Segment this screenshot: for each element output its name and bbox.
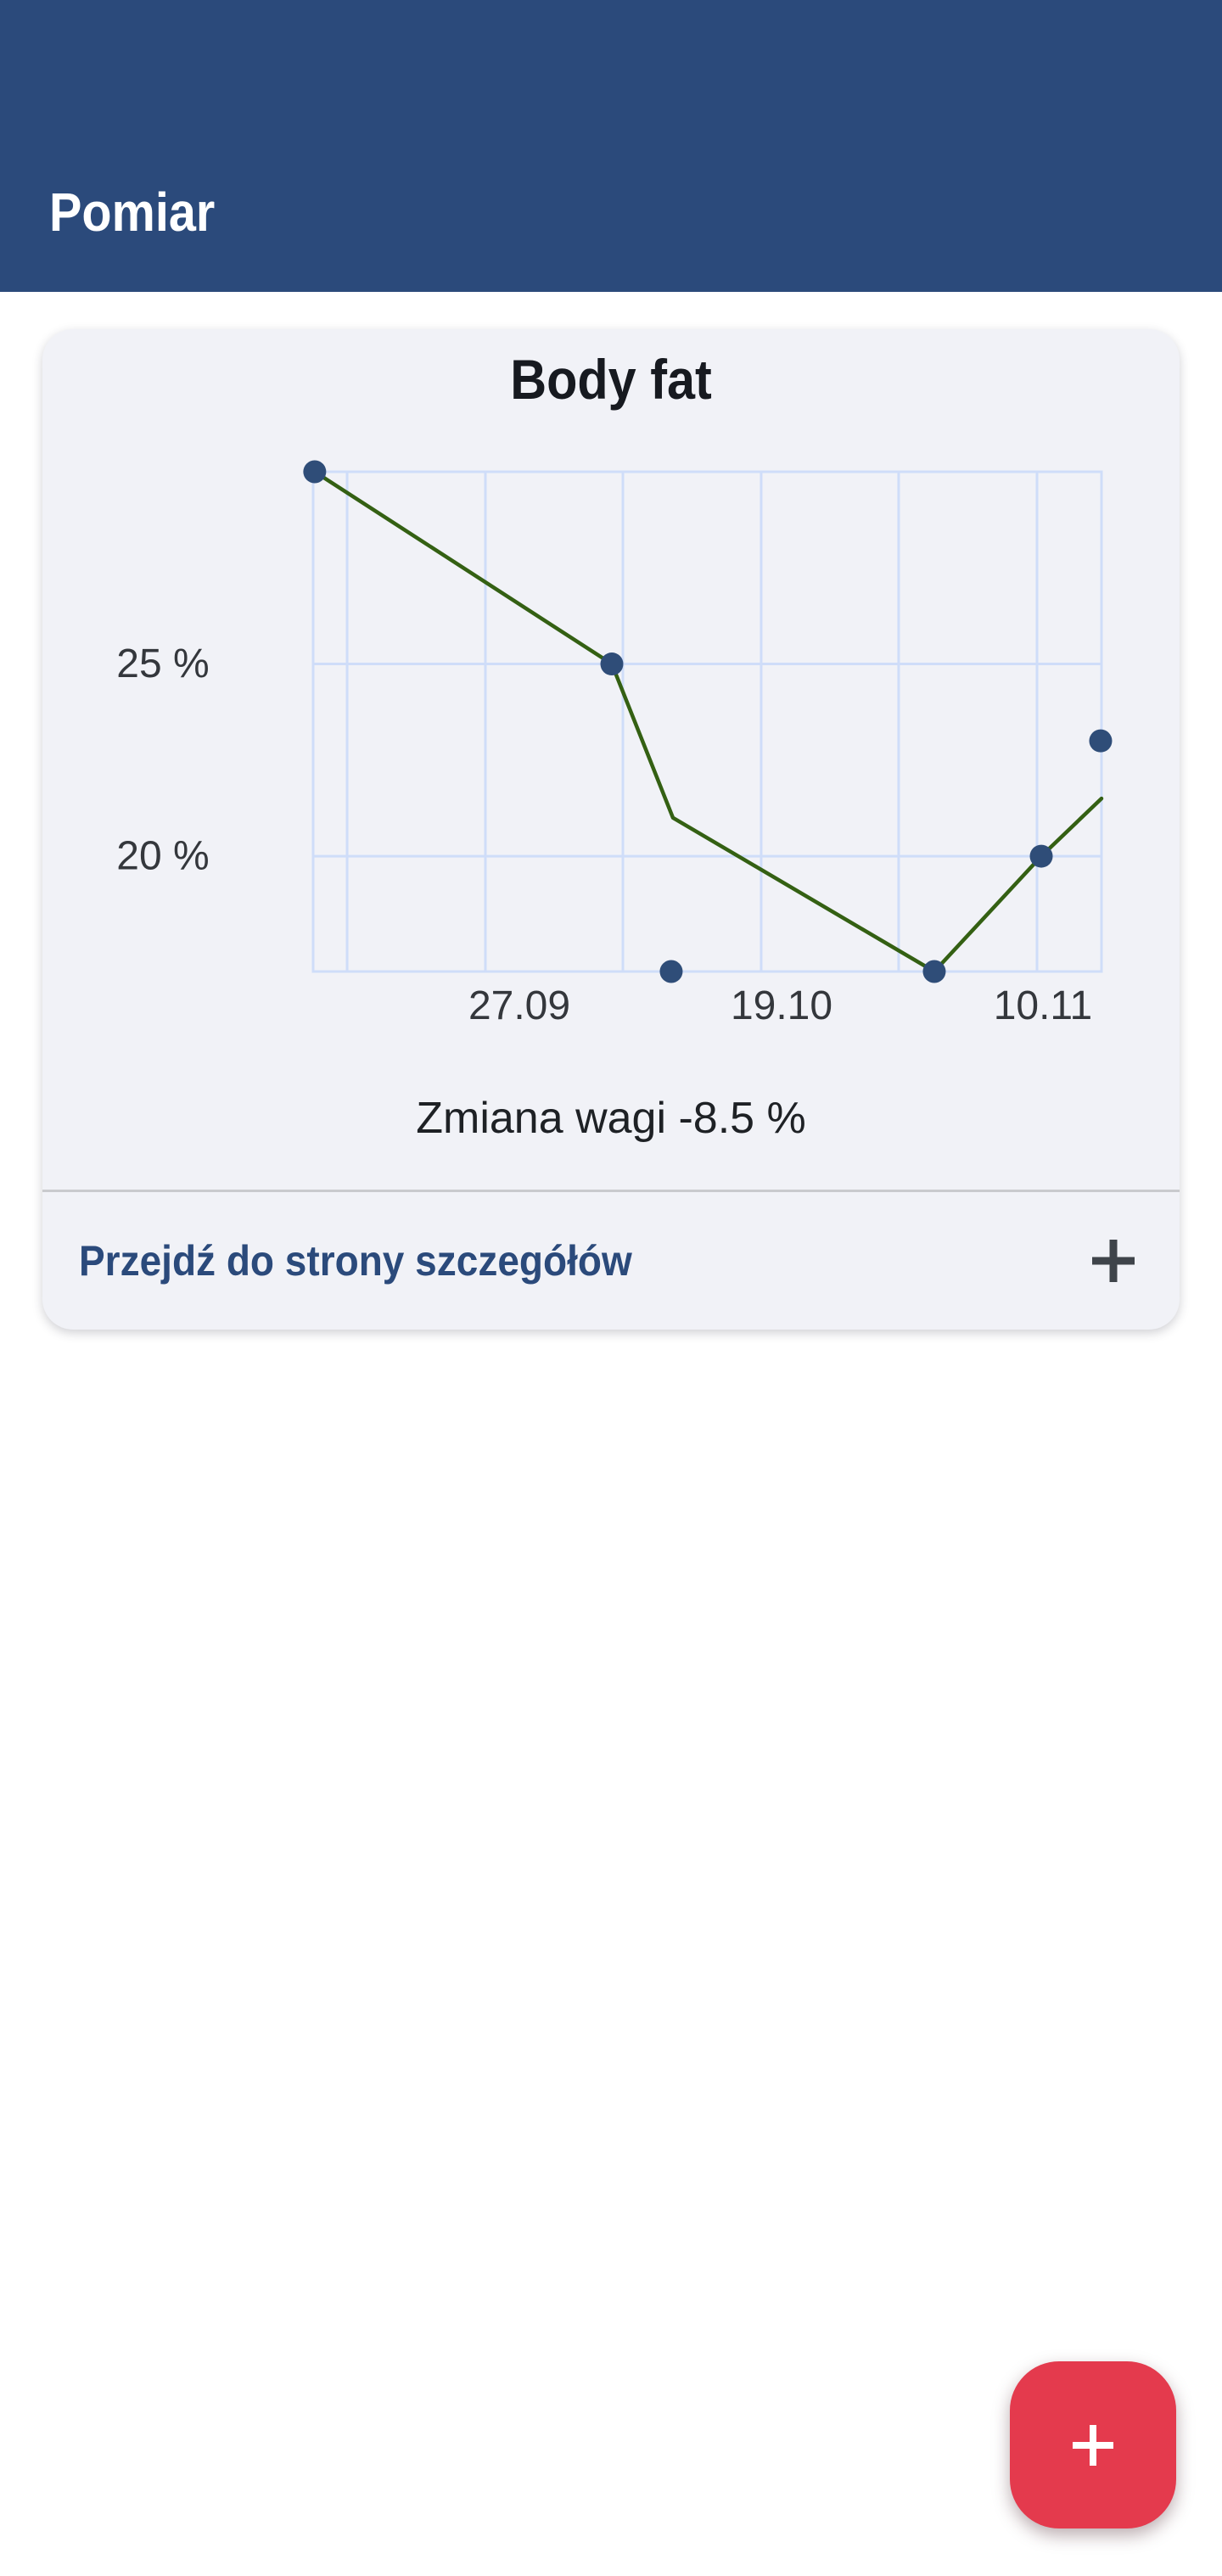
details-footer-row[interactable]: Przejdź do strony szczegółów <box>42 1192 1180 1330</box>
bodyfat-chart: 25 % 20 % 27.09 19.10 10.11 <box>116 460 1113 1028</box>
measurement-dot <box>1089 729 1113 753</box>
bodyfat-card: Body fat 25 % 20 % 27.09 19.10 10.11 Zmiana … <box>42 329 1180 1330</box>
trend-line <box>312 469 1104 974</box>
measurement-dot <box>922 960 946 983</box>
y-axis-label: 20 % <box>116 834 209 879</box>
measurement-dot <box>303 460 327 484</box>
chart-title: Body fat <box>510 348 712 411</box>
x-axis-label: 10.11 <box>994 983 1093 1028</box>
x-axis-label: 19.10 <box>731 983 832 1028</box>
measurement-dot <box>600 652 624 676</box>
y-axis-label: 25 % <box>116 641 209 686</box>
fab-add-button[interactable] <box>1010 2361 1176 2528</box>
weight-change-caption: Zmiana wagi -8.5 % <box>416 1094 806 1143</box>
plus-icon <box>1073 2424 1113 2466</box>
card-divider <box>42 1190 1180 1192</box>
page-title: Pomiar <box>49 182 216 243</box>
go-to-details-link[interactable]: Przejdź do strony szczegółów <box>79 1237 632 1285</box>
x-axis-label: 27.09 <box>468 983 570 1028</box>
measurement-dot <box>1029 844 1053 868</box>
measurement-dot <box>659 960 683 983</box>
app-bar: Pomiar <box>0 0 1222 292</box>
add-measurement-plus-icon[interactable] <box>1090 1237 1137 1285</box>
plot-border <box>311 470 1103 973</box>
